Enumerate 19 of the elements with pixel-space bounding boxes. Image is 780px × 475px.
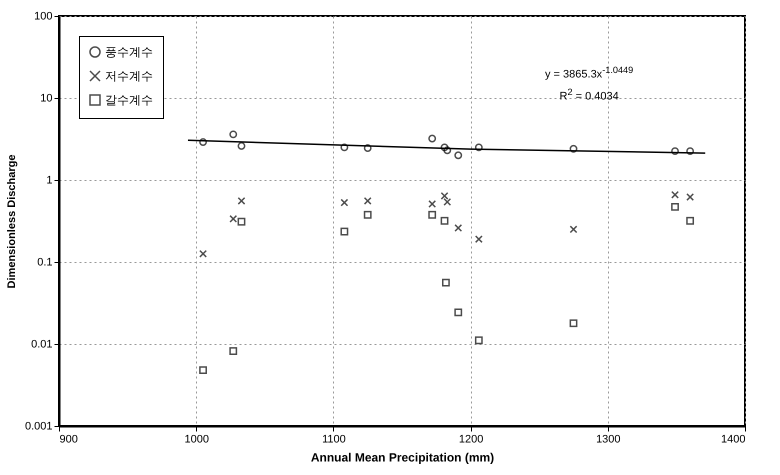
y-tick-label: 10 (40, 92, 52, 104)
x-axis-title: Annual Mean Precipitation (mm) (310, 450, 494, 464)
x-tick-label: 1100 (322, 434, 346, 446)
x-tick-label: 1300 (596, 434, 621, 446)
annotation: R$^{2}$ = 0.4034 (558, 86, 620, 104)
x-tick-label: 1200 (458, 434, 484, 446)
x-tick-label: 1000 (184, 434, 209, 446)
y-tick-label: 0.01 (31, 338, 52, 350)
legend-label: 갈수계수 (105, 93, 153, 107)
y-tick-label: 0.001 (24, 420, 52, 432)
legend-label: 풍수계수 (105, 45, 153, 59)
y-tick-label: 100 (34, 10, 52, 22)
x-tick-label: 1400 (721, 434, 746, 446)
y-tick-label: 0.1 (37, 256, 52, 268)
x-tick-label: 900 (60, 434, 78, 446)
y-axis-title: Dimensionless Discharge (6, 154, 18, 288)
annotation: y = 3865.3x$^{-1.0449}$ (545, 64, 634, 83)
y-tick-label: 1 (46, 174, 52, 186)
legend-label: 저수계수 (105, 69, 153, 83)
